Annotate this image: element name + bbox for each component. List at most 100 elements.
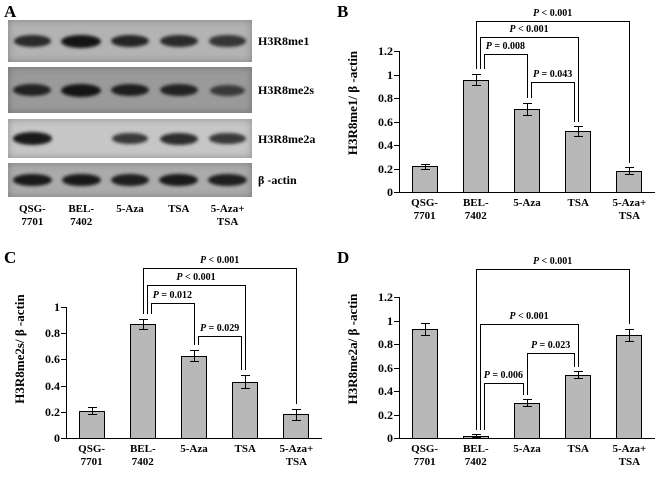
category-label: 5-Aza+ TSA xyxy=(612,197,647,222)
error-bar xyxy=(424,163,426,169)
p-value-label: P < 0.001 xyxy=(509,311,549,323)
y-tick-label: 0.4 xyxy=(45,378,60,393)
bracket-drop xyxy=(241,335,243,370)
y-tick xyxy=(394,192,399,193)
p-value-label: P = 0.012 xyxy=(152,290,193,302)
y-tick-label: 0 xyxy=(54,431,60,445)
category-label: QSG- 7701 xyxy=(78,443,106,468)
bracket-drop xyxy=(142,267,144,314)
p-value-label: P < 0.001 xyxy=(509,24,549,36)
p-value-label: P < 0.001 xyxy=(176,271,216,283)
bracket-drop xyxy=(629,269,631,325)
error-cap-bottom xyxy=(87,414,97,416)
bracket-drop xyxy=(629,21,631,163)
p-value-label: P < 0.001 xyxy=(532,256,573,268)
blot-band xyxy=(12,132,53,145)
y-tick xyxy=(394,297,399,299)
blot-band xyxy=(61,173,101,187)
lane-label: 5-Aza xyxy=(116,203,144,215)
error-bar xyxy=(475,434,477,437)
error-cap-bottom xyxy=(292,419,302,421)
lane-label: TSA xyxy=(168,203,190,215)
category-label: 5-Aza+ TSA xyxy=(279,443,314,468)
y-tick-label: 0.6 xyxy=(378,114,393,129)
y-tick xyxy=(394,438,399,439)
blot-band xyxy=(159,173,199,187)
bracket-drop xyxy=(531,81,532,99)
blot-row-label: H3R8me2a xyxy=(258,131,316,146)
blot-band xyxy=(111,132,149,145)
error-cap-bottom xyxy=(420,334,430,336)
error-cap-top xyxy=(138,318,148,320)
y-tick xyxy=(61,333,66,335)
blot-strip xyxy=(8,119,252,158)
bracket-line xyxy=(146,284,246,286)
lane-label: QSG- 7701 xyxy=(18,203,46,228)
y-tick-label: 0.2 xyxy=(378,407,393,422)
bracket-line xyxy=(479,37,579,39)
bar xyxy=(411,329,438,439)
p-value-label: P < 0.001 xyxy=(199,254,240,266)
error-bar xyxy=(527,399,528,407)
error-cap-top xyxy=(420,163,430,165)
panel-a-western-blot: A H3R8me1 H3R8me2s H3R8me2a β -actin QSG- 770… xyxy=(0,0,332,245)
bracket-drop xyxy=(479,324,481,430)
bracket-drop xyxy=(578,37,580,122)
category-label: QSG- 7701 xyxy=(411,197,439,222)
bracket-drop xyxy=(198,335,199,346)
blot-row-label: β -actin xyxy=(258,173,297,187)
bar xyxy=(514,402,540,439)
p-value-label: P = 0.029 xyxy=(199,322,240,334)
bracket-drop xyxy=(479,37,481,70)
bracket-line xyxy=(150,303,194,305)
error-cap-bottom xyxy=(138,329,148,331)
blot-strip xyxy=(8,163,252,197)
bracket-drop xyxy=(245,284,247,370)
y-tick xyxy=(394,344,399,346)
y-tick-label: 0.2 xyxy=(45,404,60,419)
error-bar xyxy=(629,167,631,175)
y-tick xyxy=(61,307,66,309)
bar xyxy=(462,79,489,193)
panel-c-chart: C 0 0.2 0.4 0.6 0.8 1 QSG- 7701 BEL- 7402 5-Aza TSA… xyxy=(0,246,332,491)
error-cap-top xyxy=(523,103,532,104)
error-bar xyxy=(475,73,477,86)
p-value-label: P < 0.001 xyxy=(532,8,573,20)
error-cap-top xyxy=(292,409,302,411)
error-cap-bottom xyxy=(190,360,199,362)
y-tick xyxy=(394,320,399,322)
y-tick xyxy=(394,145,399,147)
y-tick-label: 0 xyxy=(387,185,393,199)
lane-label: BEL- 7402 xyxy=(68,203,95,228)
bar xyxy=(565,131,592,193)
bracket-drop xyxy=(574,352,576,367)
y-tick-label: 0.2 xyxy=(378,161,393,176)
blot-band xyxy=(13,83,52,97)
blot-band xyxy=(160,132,198,145)
blot-band xyxy=(61,34,102,48)
y-axis xyxy=(399,51,400,192)
p-value-label: P = 0.023 xyxy=(530,339,571,351)
error-bar xyxy=(142,318,144,330)
blot-band xyxy=(209,132,246,145)
category-label: 5-Aza+ TSA xyxy=(612,443,647,468)
category-label: BEL- 7402 xyxy=(129,443,156,468)
error-cap-top xyxy=(420,323,430,325)
error-cap-bottom xyxy=(523,114,532,116)
blot-strip xyxy=(8,20,252,62)
category-label: 5-Aza xyxy=(513,197,541,209)
error-cap-top xyxy=(625,167,635,169)
bracket-drop xyxy=(150,303,152,314)
bar xyxy=(181,355,207,439)
bar xyxy=(514,108,540,193)
bracket-drop xyxy=(578,324,580,367)
error-cap-top xyxy=(471,73,481,75)
error-bar xyxy=(296,409,298,420)
bracket-line xyxy=(531,81,575,83)
y-tick xyxy=(394,414,399,416)
y-tick-label: 0.6 xyxy=(45,352,60,367)
bracket-line xyxy=(475,21,630,23)
error-cap-bottom xyxy=(420,168,430,170)
y-tick xyxy=(61,438,66,439)
blot-band xyxy=(160,35,198,47)
